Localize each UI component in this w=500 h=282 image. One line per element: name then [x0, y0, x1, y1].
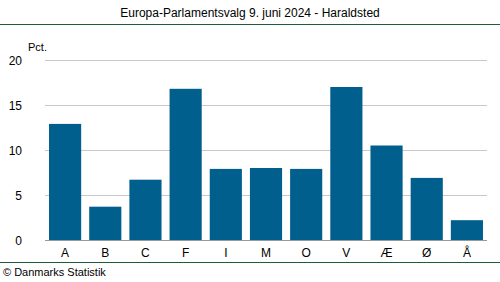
x-tick-label: O: [302, 246, 311, 260]
bar: [210, 169, 242, 240]
x-tick-label: B: [101, 246, 109, 260]
bar: [330, 87, 362, 240]
x-tick-label: Æ: [381, 246, 393, 260]
bar: [370, 146, 402, 241]
frame-bottom: [0, 262, 500, 263]
frame-top: [0, 24, 500, 25]
y-tick-label: 5: [15, 189, 22, 203]
grid-line: [45, 240, 487, 241]
y-tick-label: 10: [9, 144, 23, 158]
x-tick-label: M: [261, 246, 271, 260]
x-tick-label: F: [182, 246, 189, 260]
x-tick-label: A: [61, 246, 69, 260]
x-tick-label: Ø: [422, 246, 431, 260]
bar: [170, 89, 202, 240]
title: Europa-Parlamentsvalg 9. juni 2024 - Har…: [120, 6, 379, 20]
bars: [49, 87, 483, 240]
x-tick-label: V: [342, 246, 350, 260]
grid-line: [45, 105, 487, 106]
y-label: Pct.: [28, 41, 47, 53]
bar: [290, 169, 322, 240]
x-tick-label: Å: [463, 245, 471, 260]
y-tick-label: 15: [9, 99, 23, 113]
chart: Europa-Parlamentsvalg 9. juni 2024 - Har…: [0, 0, 500, 282]
x-tick-label: I: [224, 246, 227, 260]
source: © Danmarks Statistik: [3, 266, 106, 278]
grid-line: [45, 150, 487, 151]
bar: [129, 180, 161, 240]
bar: [451, 220, 483, 240]
y-tick-label: 0: [15, 234, 22, 248]
bar: [250, 168, 282, 240]
y-tick-label: 20: [9, 54, 23, 68]
x-tick-label: C: [141, 246, 150, 260]
grid-line: [45, 60, 487, 61]
bar: [49, 124, 81, 240]
bar: [411, 178, 443, 240]
bar: [89, 207, 121, 240]
